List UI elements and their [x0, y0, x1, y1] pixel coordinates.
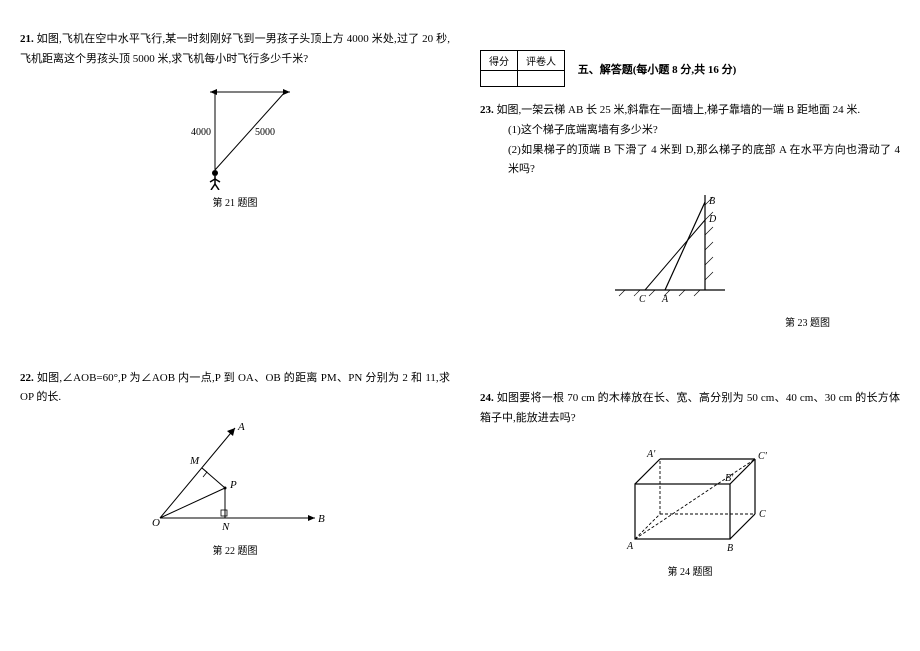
problem-24: 24. 如图要将一根 70 cm 的木棒放在长、宽、高分别为 50 cm、40 … [480, 389, 900, 578]
problem-23-body: 如图,一架云梯 AB 长 25 米,斜靠在一面墙上,梯子靠墙的一端 B 距地面 … [497, 104, 861, 116]
problem-23-sub1: (1)这个梯子底端离墙有多少米? [480, 121, 900, 141]
problem-21-number: 21. [20, 33, 34, 45]
problem-23: 23. 如图,一架云梯 AB 长 25 米,斜靠在一面墙上,梯子靠墙的一端 B … [480, 101, 900, 329]
label-C23: C [639, 294, 646, 305]
score-header-grader: 评卷人 [518, 51, 565, 71]
figure-24-svg: A B C A' B' C' [605, 439, 775, 559]
problem-23-figure: B D A C 第 23 题图 [480, 190, 900, 329]
problem-24-body: 如图要将一根 70 cm 的木棒放在长、宽、高分别为 50 cm、40 cm、3… [480, 392, 900, 424]
problem-22-number: 22. [20, 372, 34, 384]
label-M: M [189, 455, 200, 467]
problem-22-figure: O A B M N P 第 22 题图 [20, 418, 450, 557]
problem-21-text: 21. 如图,飞机在空中水平飞行,某一时刻刚好飞到一男孩子头顶上方 4000 米… [20, 30, 450, 70]
figure-24-caption: 第 24 题图 [480, 563, 900, 578]
label-C124: C' [758, 451, 768, 462]
right-column: 得分 评卷人 五、解答题(每小题 8 分,共 16 分) 23. 如图,一架云梯… [480, 50, 900, 608]
label-P: P [229, 479, 237, 491]
label-D23: D [708, 214, 717, 225]
figure-22-svg: O A B M N P [140, 418, 330, 538]
problem-21-body: 如图,飞机在空中水平飞行,某一时刻刚好飞到一男孩子头顶上方 4000 米处,过了… [20, 33, 450, 65]
spacer-2 [480, 359, 900, 389]
spacer [20, 239, 450, 369]
problem-21-figure: 4000 5000 第 21 题图 [20, 80, 450, 209]
label-B124: B' [725, 473, 734, 484]
problem-22: 22. 如图,∠AOB=60°,P 为∠AOB 内一点,P 到 OA、OB 的距… [20, 369, 450, 558]
label-B: B [318, 513, 325, 525]
figure-22-caption: 第 22 题图 [20, 542, 450, 557]
label-O: O [152, 517, 160, 529]
problem-23-number: 23. [480, 104, 494, 116]
figure-21-caption: 第 21 题图 [20, 194, 450, 209]
problem-24-figure: A B C A' B' C' 第 24 题图 [480, 439, 900, 578]
score-header-score: 得分 [481, 51, 518, 71]
label-A124: A' [646, 449, 656, 460]
label-A: A [237, 421, 245, 433]
label-B24: B [727, 543, 733, 554]
left-column: 21. 如图,飞机在空中水平飞行,某一时刻刚好飞到一男孩子头顶上方 4000 米… [20, 30, 450, 587]
problem-24-number: 24. [480, 392, 494, 404]
label-A23: A [661, 294, 669, 305]
problem-22-body: 如图,∠AOB=60°,P 为∠AOB 内一点,P 到 OA、OB 的距离 PM… [20, 372, 450, 404]
problem-24-text: 24. 如图要将一根 70 cm 的木棒放在长、宽、高分别为 50 cm、40 … [480, 389, 900, 429]
score-cell-1 [481, 71, 518, 87]
label-N: N [221, 521, 230, 533]
problem-23-sub2: (2)如果梯子的顶端 B 下滑了 4 米到 D,那么梯子的底部 A 在水平方向也… [480, 141, 900, 181]
score-cell-2 [518, 71, 565, 87]
section-header: 得分 评卷人 五、解答题(每小题 8 分,共 16 分) [480, 50, 900, 87]
label-5000: 5000 [255, 127, 275, 138]
label-C24: C [759, 509, 766, 520]
label-B23: B [709, 196, 715, 207]
problem-21: 21. 如图,飞机在空中水平飞行,某一时刻刚好飞到一男孩子头顶上方 4000 米… [20, 30, 450, 209]
section-title: 五、解答题(每小题 8 分,共 16 分) [578, 61, 737, 77]
problem-23-text: 23. 如图,一架云梯 AB 长 25 米,斜靠在一面墙上,梯子靠墙的一端 B … [480, 101, 900, 121]
problem-22-text: 22. 如图,∠AOB=60°,P 为∠AOB 内一点,P 到 OA、OB 的距… [20, 369, 450, 409]
score-table: 得分 评卷人 [480, 50, 565, 87]
figure-23-caption: 第 23 题图 [480, 314, 870, 329]
label-4000: 4000 [191, 127, 211, 138]
figure-21-svg: 4000 5000 [155, 80, 315, 190]
label-A24: A [626, 541, 634, 552]
figure-23-svg: B D A C [605, 190, 745, 310]
